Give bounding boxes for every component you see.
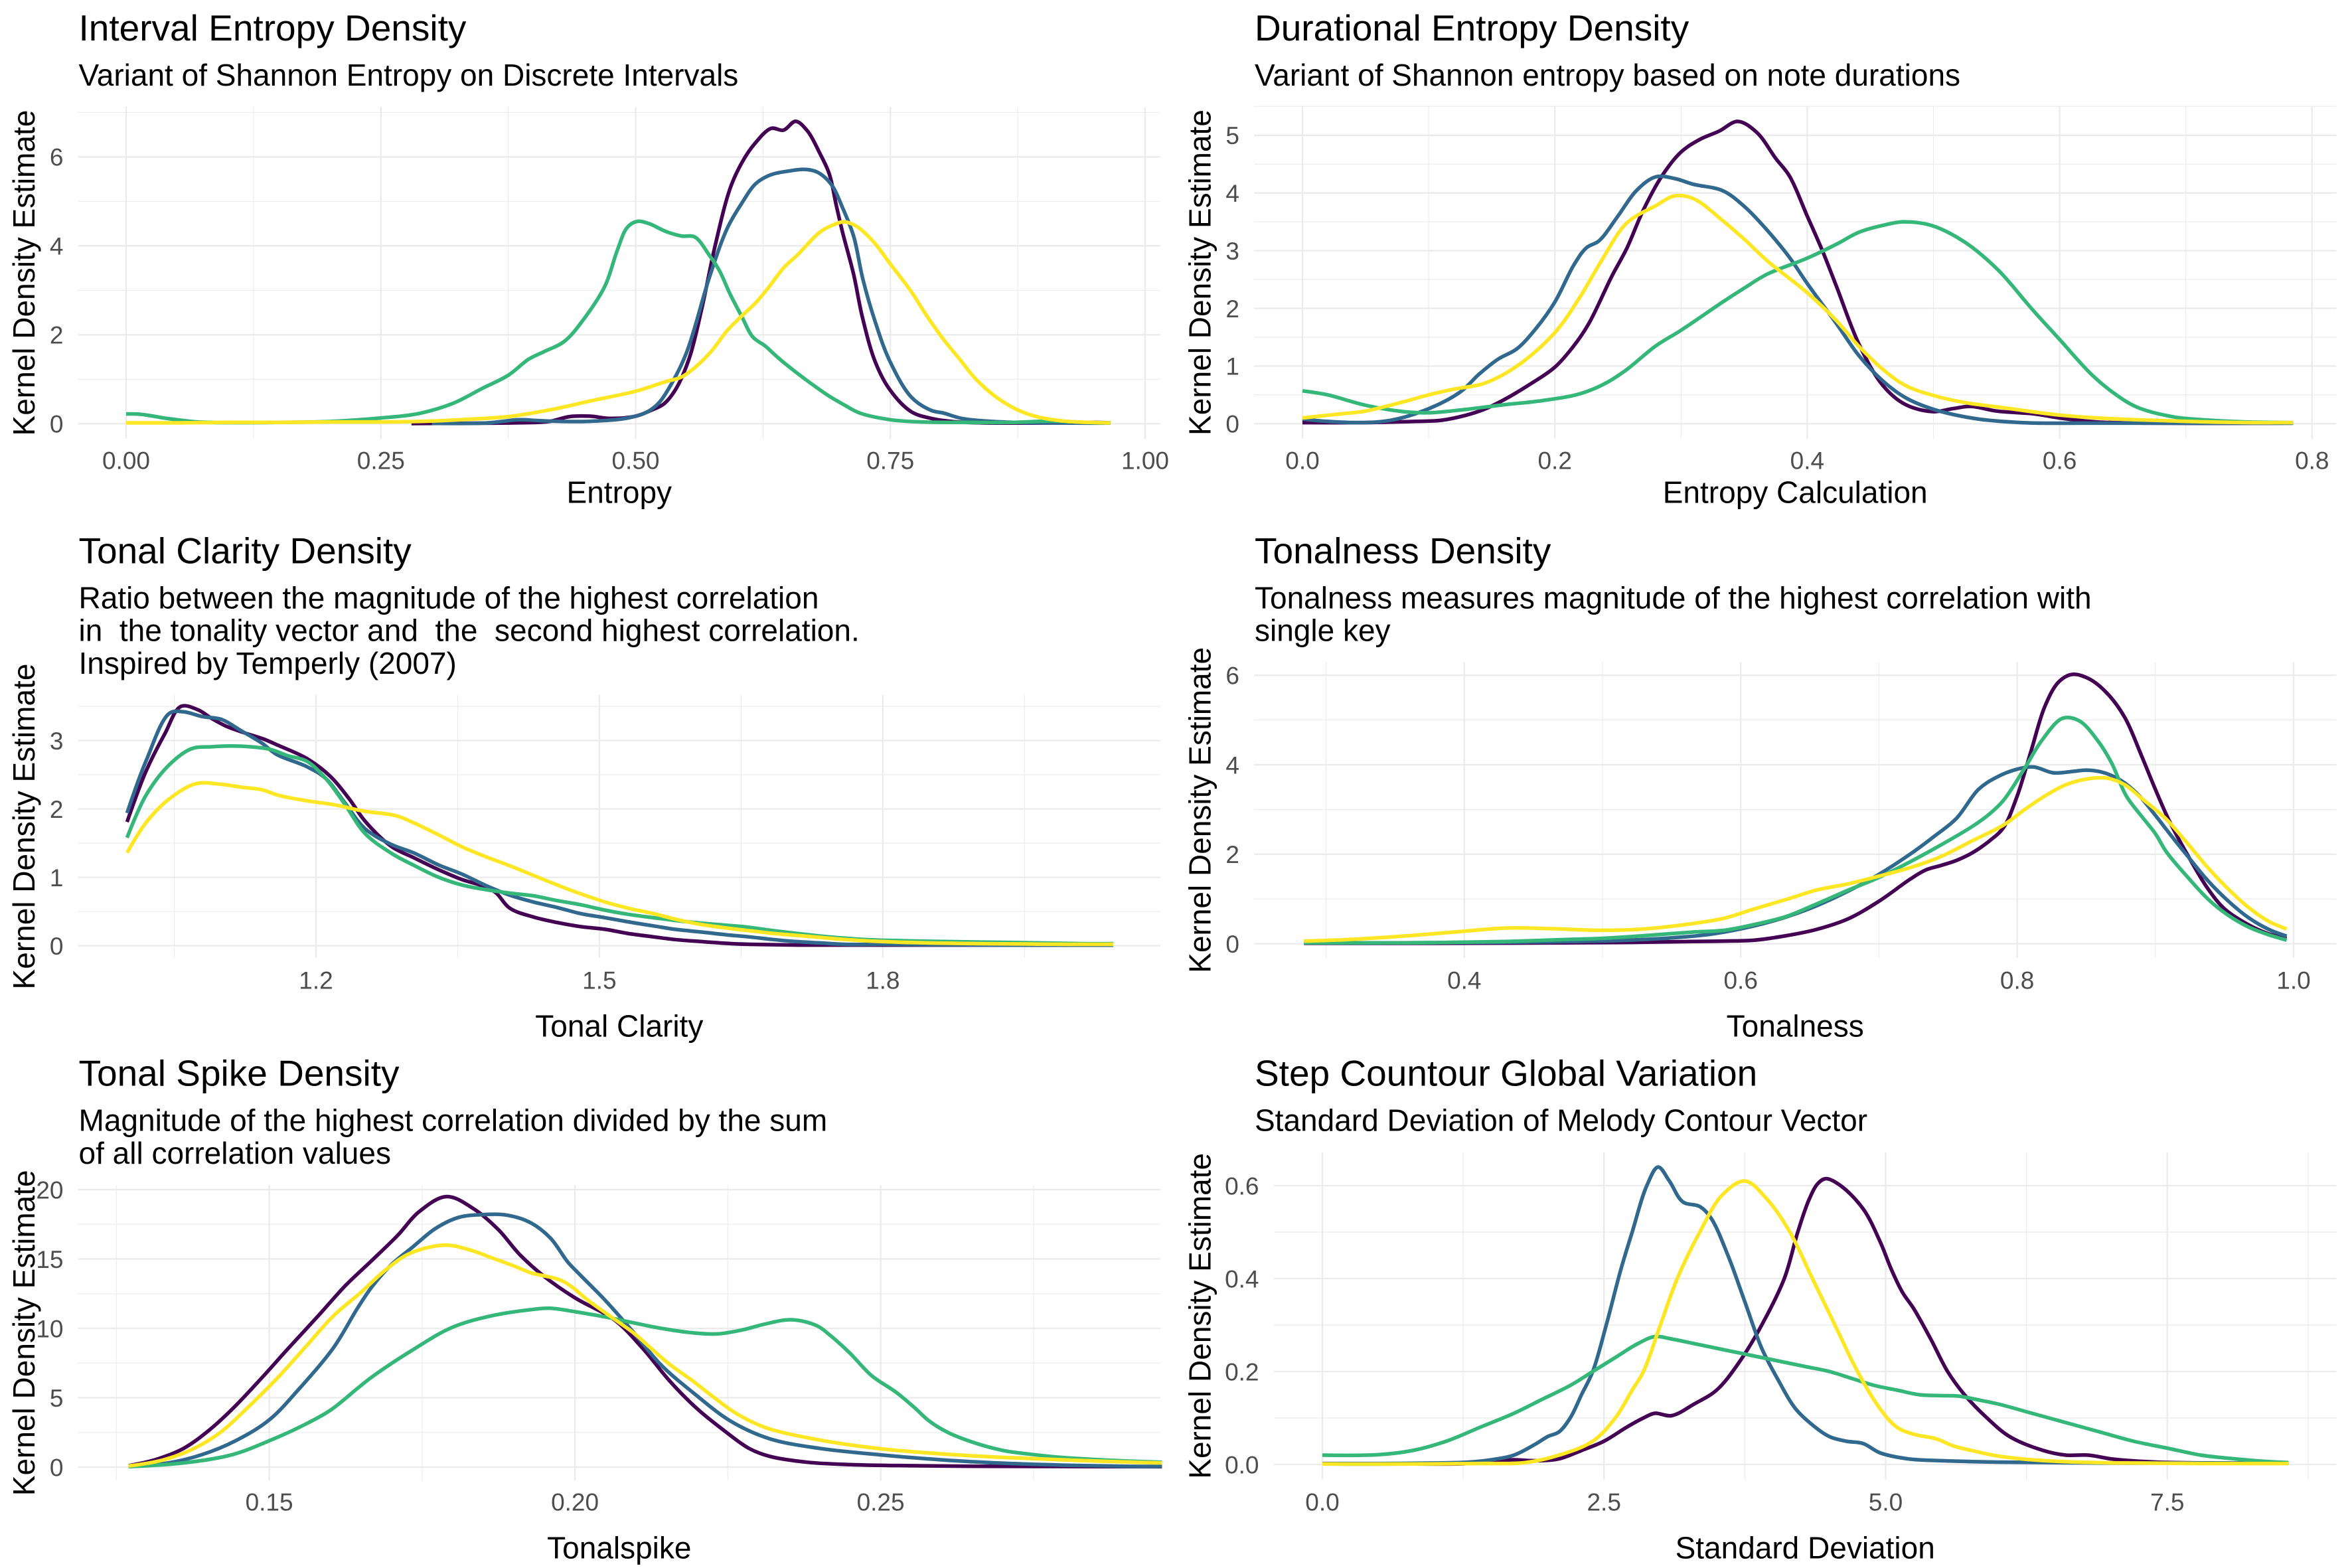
svg-text:Tonalness measures magnitude o: Tonalness measures magnitude of the high… — [1255, 580, 2092, 615]
svg-text:0: 0 — [50, 1454, 64, 1481]
svg-text:Step Countour Global Variation: Step Countour Global Variation — [1255, 1053, 1757, 1094]
svg-text:Kernel Density Estimate: Kernel Density Estimate — [7, 1170, 41, 1496]
svg-text:of all correlation values: of all correlation values — [79, 1136, 391, 1170]
svg-text:1.5: 1.5 — [582, 967, 616, 994]
svg-text:Interval Entropy Density: Interval Entropy Density — [79, 7, 467, 48]
svg-text:Kernel Density Estimate: Kernel Density Estimate — [1183, 647, 1217, 973]
svg-text:Variant of Shannon entropy bas: Variant of Shannon entropy based on note… — [1255, 58, 1960, 92]
svg-text:4: 4 — [50, 233, 64, 260]
svg-text:0.6: 0.6 — [1225, 1172, 1259, 1200]
svg-text:2: 2 — [50, 322, 64, 349]
svg-text:7.5: 7.5 — [2150, 1488, 2184, 1516]
svg-text:Entropy Calculation: Entropy Calculation — [1663, 475, 1928, 510]
svg-text:0.00: 0.00 — [102, 447, 150, 474]
svg-text:3: 3 — [50, 728, 64, 755]
svg-text:0.0: 0.0 — [1285, 447, 1319, 474]
svg-text:2: 2 — [1225, 295, 1239, 323]
svg-text:Standard Deviation of Melody C: Standard Deviation of Melody Contour Vec… — [1255, 1103, 1867, 1138]
svg-text:Tonalspike: Tonalspike — [547, 1531, 691, 1565]
svg-text:5: 5 — [50, 1385, 64, 1412]
svg-text:Durational Entropy Density: Durational Entropy Density — [1255, 7, 1689, 48]
svg-text:15: 15 — [36, 1246, 63, 1273]
svg-text:0.8: 0.8 — [2000, 967, 2034, 994]
svg-text:0.4: 0.4 — [1447, 967, 1481, 994]
svg-text:Tonal Clarity: Tonal Clarity — [535, 1009, 703, 1044]
svg-text:4: 4 — [1225, 180, 1239, 207]
svg-text:0: 0 — [1225, 411, 1239, 438]
svg-text:5: 5 — [1225, 122, 1239, 149]
svg-text:Tonalness Density: Tonalness Density — [1255, 530, 1551, 571]
svg-text:0.4: 0.4 — [1790, 447, 1824, 474]
svg-text:0.2: 0.2 — [1537, 447, 1571, 474]
svg-text:0.2: 0.2 — [1225, 1358, 1259, 1385]
svg-text:0.75: 0.75 — [866, 447, 914, 474]
svg-text:6: 6 — [50, 144, 64, 171]
svg-text:Kernel Density Estimate: Kernel Density Estimate — [7, 110, 41, 436]
svg-text:6: 6 — [1225, 663, 1239, 690]
svg-text:0.0: 0.0 — [1225, 1451, 1259, 1478]
svg-text:Inspired by Temperly (2007): Inspired by Temperly (2007) — [79, 646, 457, 680]
svg-text:0.4: 0.4 — [1225, 1265, 1259, 1293]
svg-text:Kernel Density Estimate: Kernel Density Estimate — [1183, 110, 1217, 435]
svg-text:Variant of Shannon Entropy on: Variant of Shannon Entropy on Discrete I… — [79, 58, 739, 92]
svg-text:5.0: 5.0 — [1869, 1488, 1903, 1516]
svg-text:4: 4 — [1225, 751, 1239, 779]
svg-text:1.8: 1.8 — [866, 967, 900, 994]
svg-text:20: 20 — [36, 1176, 63, 1204]
svg-text:1: 1 — [1225, 353, 1239, 380]
svg-text:0: 0 — [50, 411, 64, 438]
svg-text:Kernel Density Estimate: Kernel Density Estimate — [7, 664, 41, 990]
svg-text:1.00: 1.00 — [1121, 447, 1169, 474]
svg-text:0.0: 0.0 — [1305, 1488, 1339, 1516]
svg-text:0.8: 0.8 — [2295, 447, 2329, 474]
svg-text:2.5: 2.5 — [1587, 1488, 1620, 1516]
svg-text:in the tonality vector and t: in the tonality vector and the second hi… — [79, 613, 860, 648]
svg-text:Standard Deviation: Standard Deviation — [1676, 1531, 1935, 1565]
svg-text:0.50: 0.50 — [611, 447, 659, 474]
svg-text:Tonalness: Tonalness — [1727, 1009, 1864, 1044]
svg-text:1.2: 1.2 — [299, 967, 333, 994]
svg-text:Entropy: Entropy — [567, 475, 672, 510]
svg-text:0: 0 — [50, 933, 64, 960]
svg-text:0.6: 0.6 — [1723, 967, 1757, 994]
svg-text:single key: single key — [1255, 613, 1391, 648]
svg-text:10: 10 — [36, 1315, 63, 1342]
svg-text:0.20: 0.20 — [551, 1488, 599, 1516]
svg-text:1: 1 — [50, 864, 64, 892]
svg-text:0.15: 0.15 — [246, 1488, 293, 1516]
svg-text:Tonal Spike Density: Tonal Spike Density — [79, 1053, 400, 1094]
svg-text:2: 2 — [1225, 841, 1239, 868]
svg-text:Kernel Density Estimate: Kernel Density Estimate — [1183, 1153, 1217, 1479]
svg-text:Magnitude of the highest corre: Magnitude of the highest correlation div… — [79, 1103, 828, 1138]
svg-text:Tonal Clarity Density: Tonal Clarity Density — [79, 530, 412, 571]
svg-text:0.25: 0.25 — [357, 447, 405, 474]
svg-text:0.6: 0.6 — [2043, 447, 2077, 474]
svg-text:0: 0 — [1225, 931, 1239, 958]
svg-text:2: 2 — [50, 796, 64, 823]
svg-text:3: 3 — [1225, 238, 1239, 265]
svg-text:0.25: 0.25 — [857, 1488, 905, 1516]
svg-text:Ratio between the magnitude of: Ratio between the magnitude of the highe… — [79, 580, 819, 615]
svg-text:1.0: 1.0 — [2276, 967, 2310, 994]
